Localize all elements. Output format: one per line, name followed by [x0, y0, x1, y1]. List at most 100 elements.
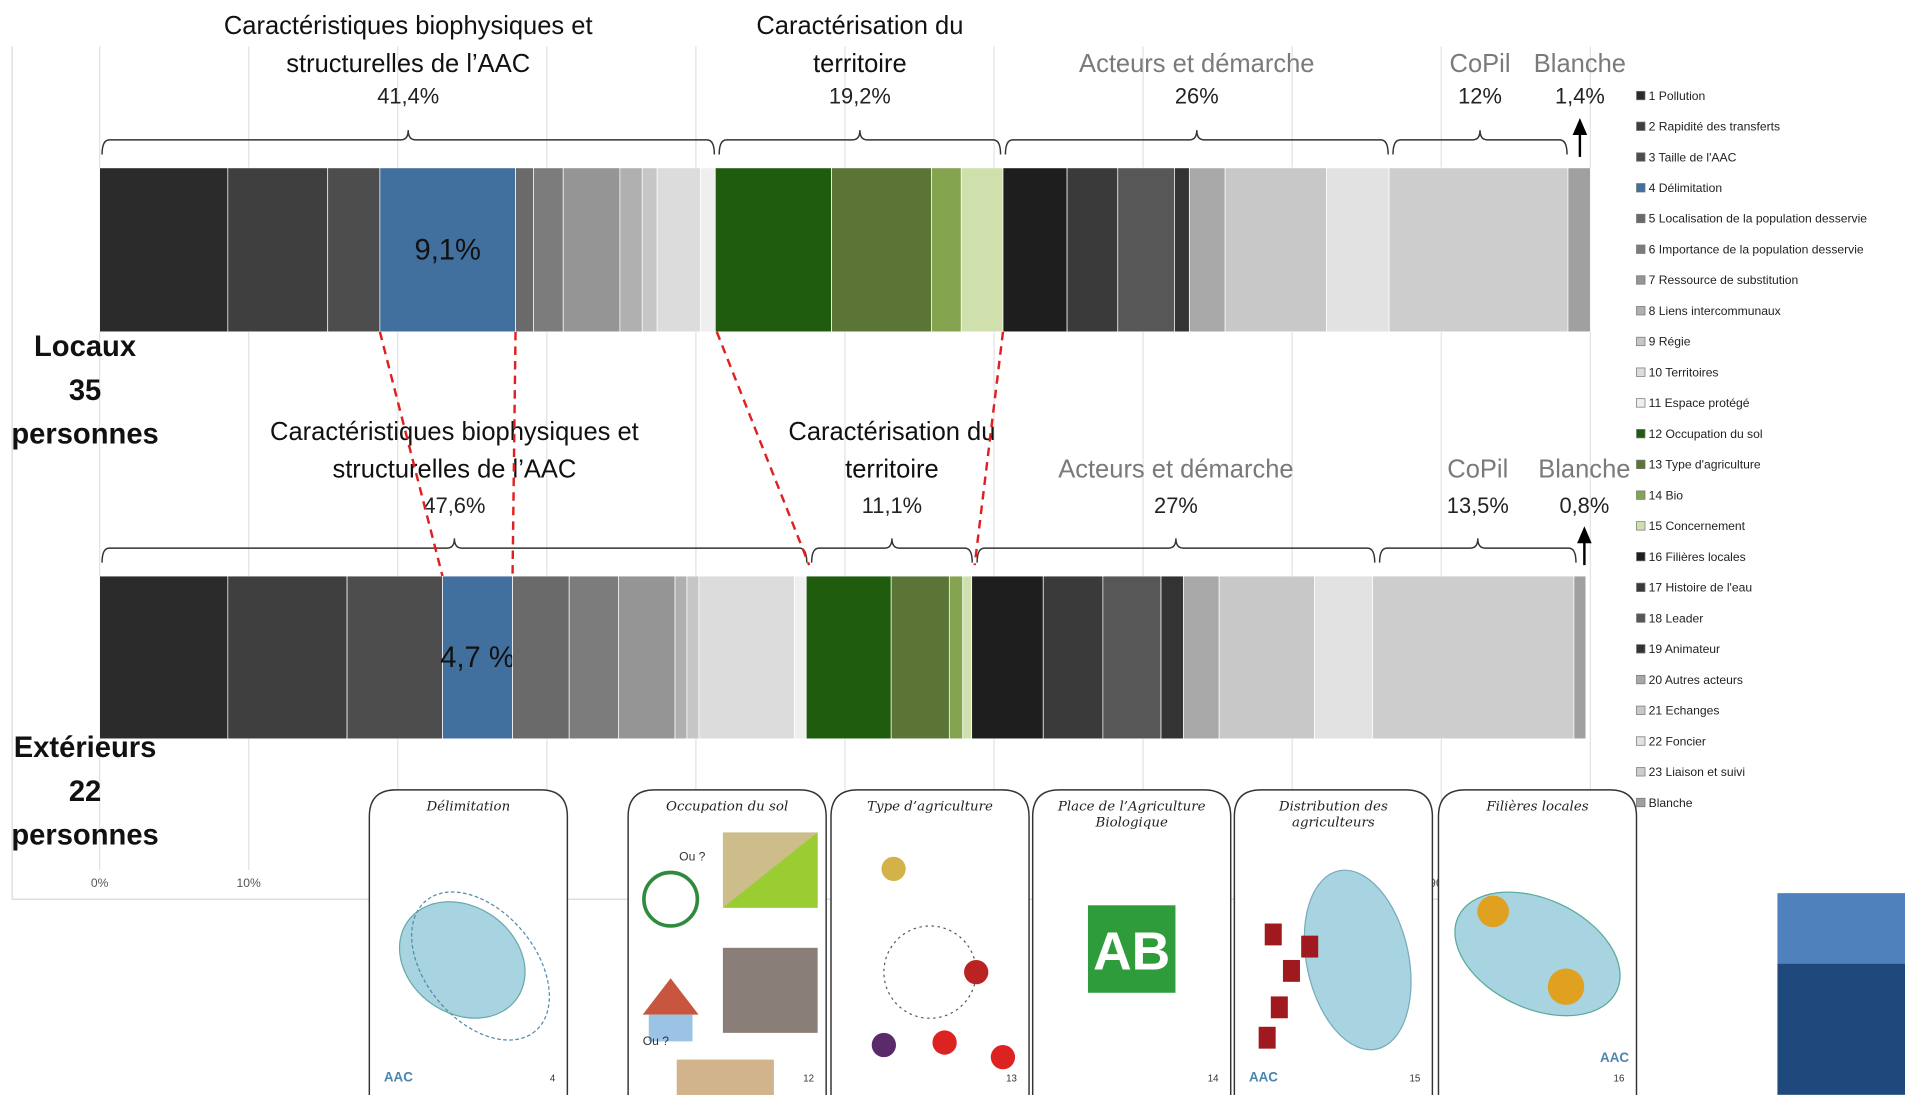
- bar-segment: [1326, 168, 1389, 332]
- card-tag: AAC: [384, 1069, 413, 1084]
- category-label-box: Locaux 35 personnes: [0, 326, 170, 472]
- bar-segment: [533, 168, 563, 332]
- legend-swatch: [1637, 276, 1646, 285]
- legend-swatch: [1637, 768, 1646, 777]
- card-title: Délimitation: [374, 798, 562, 814]
- group-share: 27%: [1154, 493, 1198, 518]
- card-drawing: [1301, 936, 1318, 958]
- bar-segment: [516, 168, 534, 332]
- card-title-box: Distribution des agriculteurs: [1239, 798, 1427, 847]
- bar-segment: [1189, 168, 1225, 332]
- legend-swatch: [1637, 522, 1646, 531]
- card-title-box: Type d’agriculture: [836, 798, 1024, 847]
- legend-swatch: [1637, 583, 1646, 592]
- legend-swatch: [1637, 91, 1646, 100]
- card-tag: AAC: [1249, 1069, 1278, 1084]
- card: Filières locales 16 AAC: [1435, 790, 1640, 1095]
- bar-segment: [961, 168, 1003, 332]
- legend-swatch: [1637, 184, 1646, 193]
- card-title: Filières locales: [1443, 798, 1631, 814]
- card-drawing: [1271, 996, 1288, 1018]
- group-share: 11,1%: [862, 493, 922, 518]
- group-share: 0,8%: [1559, 493, 1609, 518]
- legend-swatch: [1637, 399, 1646, 408]
- group-name-box: Blanche: [1349, 5, 1811, 83]
- legend-label: 14 Bio: [1649, 488, 1684, 502]
- value-label: 4,7 %: [440, 642, 515, 674]
- deco-block: [1777, 964, 1905, 1095]
- legend-label: 13 Type d'agriculture: [1649, 458, 1761, 472]
- legend-label: 7 Ressource de substitution: [1649, 273, 1799, 287]
- card-note: Ou ?: [679, 849, 706, 863]
- group-share: 19,2%: [829, 83, 891, 108]
- bar-segment: [972, 576, 1044, 739]
- bar-segment: [328, 168, 380, 332]
- legend-label: 19 Animateur: [1649, 642, 1720, 656]
- bar-segment: [1067, 168, 1118, 332]
- card: Distribution des agriculteurs15AAC: [1234, 790, 1432, 1095]
- card-title: Place de l’Agriculture Biologique: [1038, 798, 1226, 830]
- card-drawing: [1259, 1027, 1276, 1049]
- group-name: Blanche: [1354, 411, 1816, 489]
- bar-segment: [1103, 576, 1161, 739]
- legend-swatch: [1637, 245, 1646, 254]
- group-share: 12%: [1458, 83, 1502, 108]
- legend-label: 18 Leader: [1649, 611, 1704, 625]
- bar-segment: [700, 168, 715, 332]
- x-tick-label: 0%: [91, 876, 109, 890]
- group-name: Caractéristiques biophysiques et structu…: [224, 411, 686, 489]
- card-title: Occupation du sol: [633, 798, 821, 814]
- card-drawing: [872, 1033, 896, 1057]
- bar-segment: [1161, 576, 1183, 739]
- group-name-box: Caractéristiques biophysiques et structu…: [177, 5, 639, 83]
- legend-swatch: [1637, 368, 1646, 377]
- card-drawing: [1283, 960, 1300, 982]
- bar-segment: [1574, 576, 1586, 739]
- bar-segment: [620, 168, 642, 332]
- card-number: 16: [1614, 1073, 1625, 1084]
- legend-swatch: [1637, 798, 1646, 807]
- legend-label: 2 Rapidité des transferts: [1649, 120, 1780, 134]
- card-drawing: [991, 1045, 1015, 1069]
- bar-segment: [657, 168, 700, 332]
- bar-segment: [715, 168, 831, 332]
- legend-label: 16 Filières locales: [1649, 550, 1746, 564]
- card: Place de l’Agriculture Biologique14AB: [1033, 790, 1231, 1095]
- bar-segment: [1174, 168, 1189, 332]
- legend-swatch: [1637, 337, 1646, 346]
- legend-swatch: [1637, 552, 1646, 561]
- card-title: Distribution des agriculteurs: [1239, 798, 1427, 830]
- bar-segment: [618, 576, 675, 739]
- bar-segment: [563, 168, 620, 332]
- bar-segment: [1183, 576, 1219, 739]
- legend-label: 20 Autres acteurs: [1649, 673, 1743, 687]
- bar-segment: [1568, 168, 1590, 332]
- group-share: 26%: [1175, 83, 1219, 108]
- bar-segment: [806, 576, 891, 739]
- card-drawing: [932, 1030, 956, 1054]
- card-drawing: [1477, 896, 1509, 928]
- bar-segment: [1315, 576, 1373, 739]
- group-share: 1,4%: [1555, 83, 1605, 108]
- category-label-box: Extérieurs 22 personnes: [0, 727, 170, 873]
- legend-swatch: [1637, 675, 1646, 684]
- card-title-box: Délimitation: [374, 798, 562, 847]
- legend-label: 3 Taille de l'AAC: [1649, 150, 1737, 164]
- card-tag: AAC: [1600, 1050, 1629, 1065]
- legend-label: 8 Liens intercommunaux: [1649, 304, 1781, 318]
- slide: 0%10%20%30%40%50%60%70%80%90%100% 9,1%4,…: [0, 0, 1905, 1095]
- card-title: Type d’agriculture: [836, 798, 1024, 814]
- legend-label: 5 Localisation de la population desservi…: [1649, 212, 1868, 226]
- legend-swatch: [1637, 122, 1646, 131]
- bar-segment: [1003, 168, 1067, 332]
- card-number: 14: [1208, 1073, 1219, 1084]
- legend-swatch: [1637, 491, 1646, 500]
- card: Occupation du sol12Ou ?Ou ?: [628, 790, 826, 1095]
- bar-segment: [228, 168, 328, 332]
- bar-segment: [100, 576, 228, 739]
- legend-label: 11 Espace protégé: [1649, 396, 1750, 410]
- legend-label: 22 Foncier: [1649, 734, 1706, 748]
